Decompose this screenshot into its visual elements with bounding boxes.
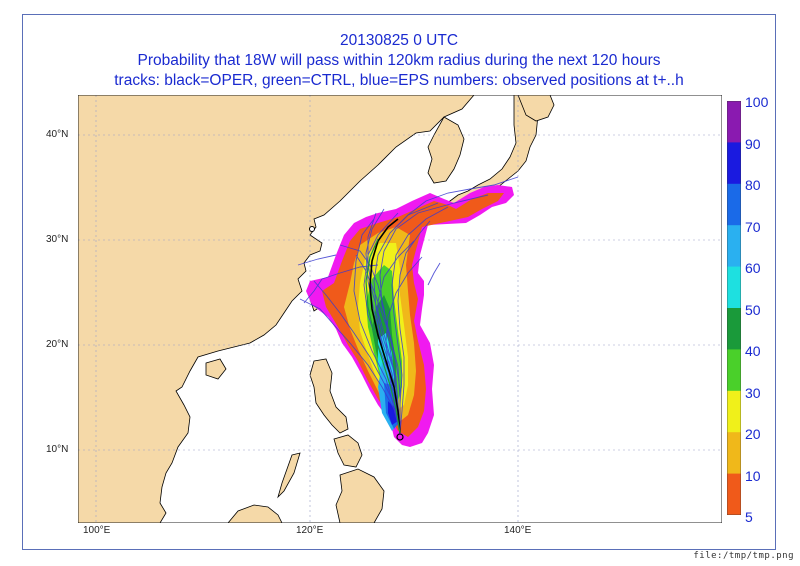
lat-label-20n: 20°N	[46, 339, 69, 350]
footer-filename: file:/tmp/tmp.png	[693, 551, 794, 561]
land-luzon	[309, 358, 349, 434]
colorbar-label-100: 100	[745, 94, 769, 110]
map-area	[78, 95, 722, 523]
lat-label-40n: 40°N	[46, 129, 69, 140]
observed-position-marker	[396, 433, 404, 441]
land-visayas	[333, 434, 363, 468]
land-korea	[427, 116, 465, 184]
colorbar-label-10: 10	[745, 468, 761, 484]
colorbar-band-100	[727, 101, 741, 143]
land-borneo	[227, 504, 283, 523]
colorbar-band-90	[727, 142, 741, 185]
colorbar-label-50: 50	[745, 302, 761, 318]
lon-label-120e: 120°E	[296, 525, 324, 536]
lon-label-140e: 140°E	[504, 525, 532, 536]
colorbar-label-70: 70	[745, 219, 761, 235]
colorbar-band-70	[727, 225, 741, 268]
land-palawan	[277, 452, 301, 499]
colorbar-label-40: 40	[745, 343, 761, 359]
lon-label-100e: 100°E	[83, 525, 111, 536]
colorbar-band-60	[727, 266, 741, 309]
colorbar-label-5: 5	[745, 509, 753, 525]
lat-label-30n: 30°N	[46, 234, 69, 245]
colorbar-band-10	[727, 473, 741, 515]
colorbar-label-20: 20	[745, 426, 761, 442]
title-description: Probability that 18W will pass within 12…	[137, 52, 661, 69]
plot-frame	[22, 14, 776, 550]
probability-colorbar	[727, 101, 741, 515]
oper-track	[369, 218, 401, 434]
title-date: 20130825 0 UTC	[339, 32, 459, 49]
colorbar-band-20	[727, 432, 741, 475]
colorbar-label-80: 80	[745, 177, 761, 193]
colorbar-band-30	[727, 390, 741, 433]
colorbar-label-90: 90	[745, 136, 761, 152]
eps-tracks	[297, 176, 519, 434]
land-mainland	[78, 95, 475, 523]
track-origin-marker	[309, 226, 315, 232]
land-hokkaido	[517, 95, 555, 122]
land-mindanao	[335, 468, 385, 523]
colorbar-label-30: 30	[745, 385, 761, 401]
colorbar-band-50	[727, 308, 741, 350]
colorbar-band-40	[727, 349, 741, 392]
colorbar-band-80	[727, 183, 741, 226]
ctrl-track	[365, 238, 401, 434]
lat-label-10n: 10°N	[46, 444, 69, 455]
colorbar-label-60: 60	[745, 260, 761, 276]
land-hainan	[205, 358, 227, 380]
title-legend: tracks: black=OPER, green=CTRL, blue=EPS…	[114, 72, 684, 89]
